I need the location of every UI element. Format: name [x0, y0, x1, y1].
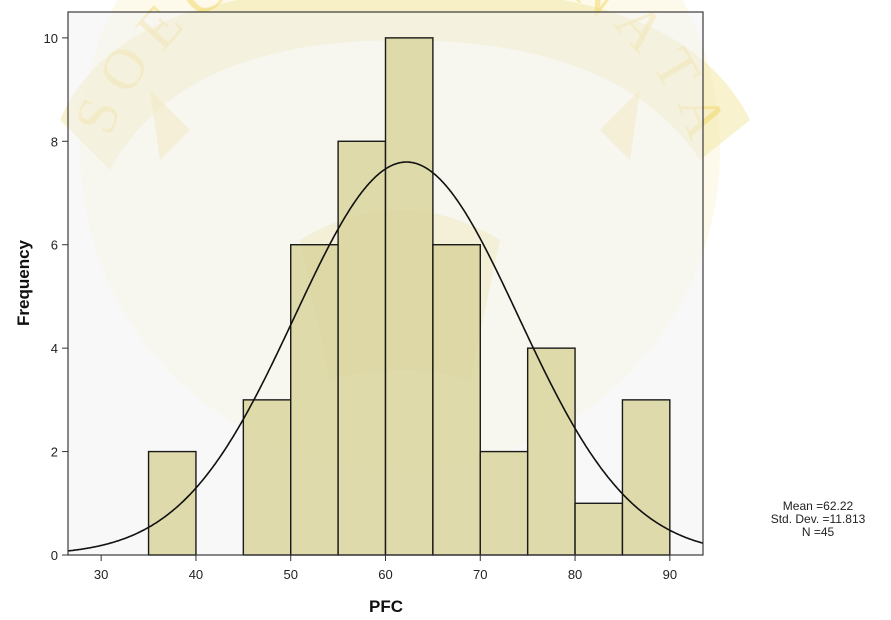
histogram-bar-35-40 — [147, 450, 197, 556]
x-axis-title: PFC — [369, 597, 403, 616]
histogram-bar-80-85 — [574, 502, 624, 556]
y-axis-title: Frequency — [14, 239, 33, 326]
histogram-bar-50-55 — [290, 244, 339, 556]
n-stat: N =45 — [801, 525, 835, 539]
x-tick-label-30: 30 — [94, 567, 108, 582]
std-dev-stat: Std. Dev. =11.813 — [770, 512, 866, 526]
x-tick-label-60: 60 — [378, 567, 392, 582]
normal-curve — [67, 161, 704, 552]
stats-box: Mean =62.22 Std. Dev. =11.813 N =45 — [748, 500, 888, 539]
y-tick-label-10: 10 — [44, 31, 58, 46]
histogram-bar-60-65 — [384, 37, 434, 556]
histogram-bar-55-60 — [337, 140, 387, 556]
histogram-bar-70-75 — [479, 450, 529, 556]
y-tick-label-4: 4 — [51, 341, 58, 356]
histogram-bar-75-80 — [526, 347, 576, 556]
x-tick-label-50: 50 — [283, 567, 297, 582]
y-tick-label-0: 0 — [51, 548, 58, 563]
histogram-bar-85-90 — [621, 399, 671, 556]
y-tick-label-8: 8 — [51, 134, 58, 149]
y-tick-label-2: 2 — [51, 445, 58, 460]
x-axis-ticks: 30 40 50 60 70 80 90 — [94, 555, 677, 582]
y-tick-label-6: 6 — [51, 238, 58, 253]
x-tick-label-40: 40 — [189, 567, 203, 582]
x-tick-label-80: 80 — [568, 567, 582, 582]
histogram-bar-45-50 — [242, 399, 292, 556]
histogram-bar-65-70 — [432, 244, 481, 556]
x-tick-label-90: 90 — [663, 567, 677, 582]
y-axis-ticks: 0 2 4 6 8 10 — [44, 31, 68, 563]
mean-stat: Mean =62.22 — [782, 499, 854, 513]
x-tick-label-70: 70 — [473, 567, 487, 582]
